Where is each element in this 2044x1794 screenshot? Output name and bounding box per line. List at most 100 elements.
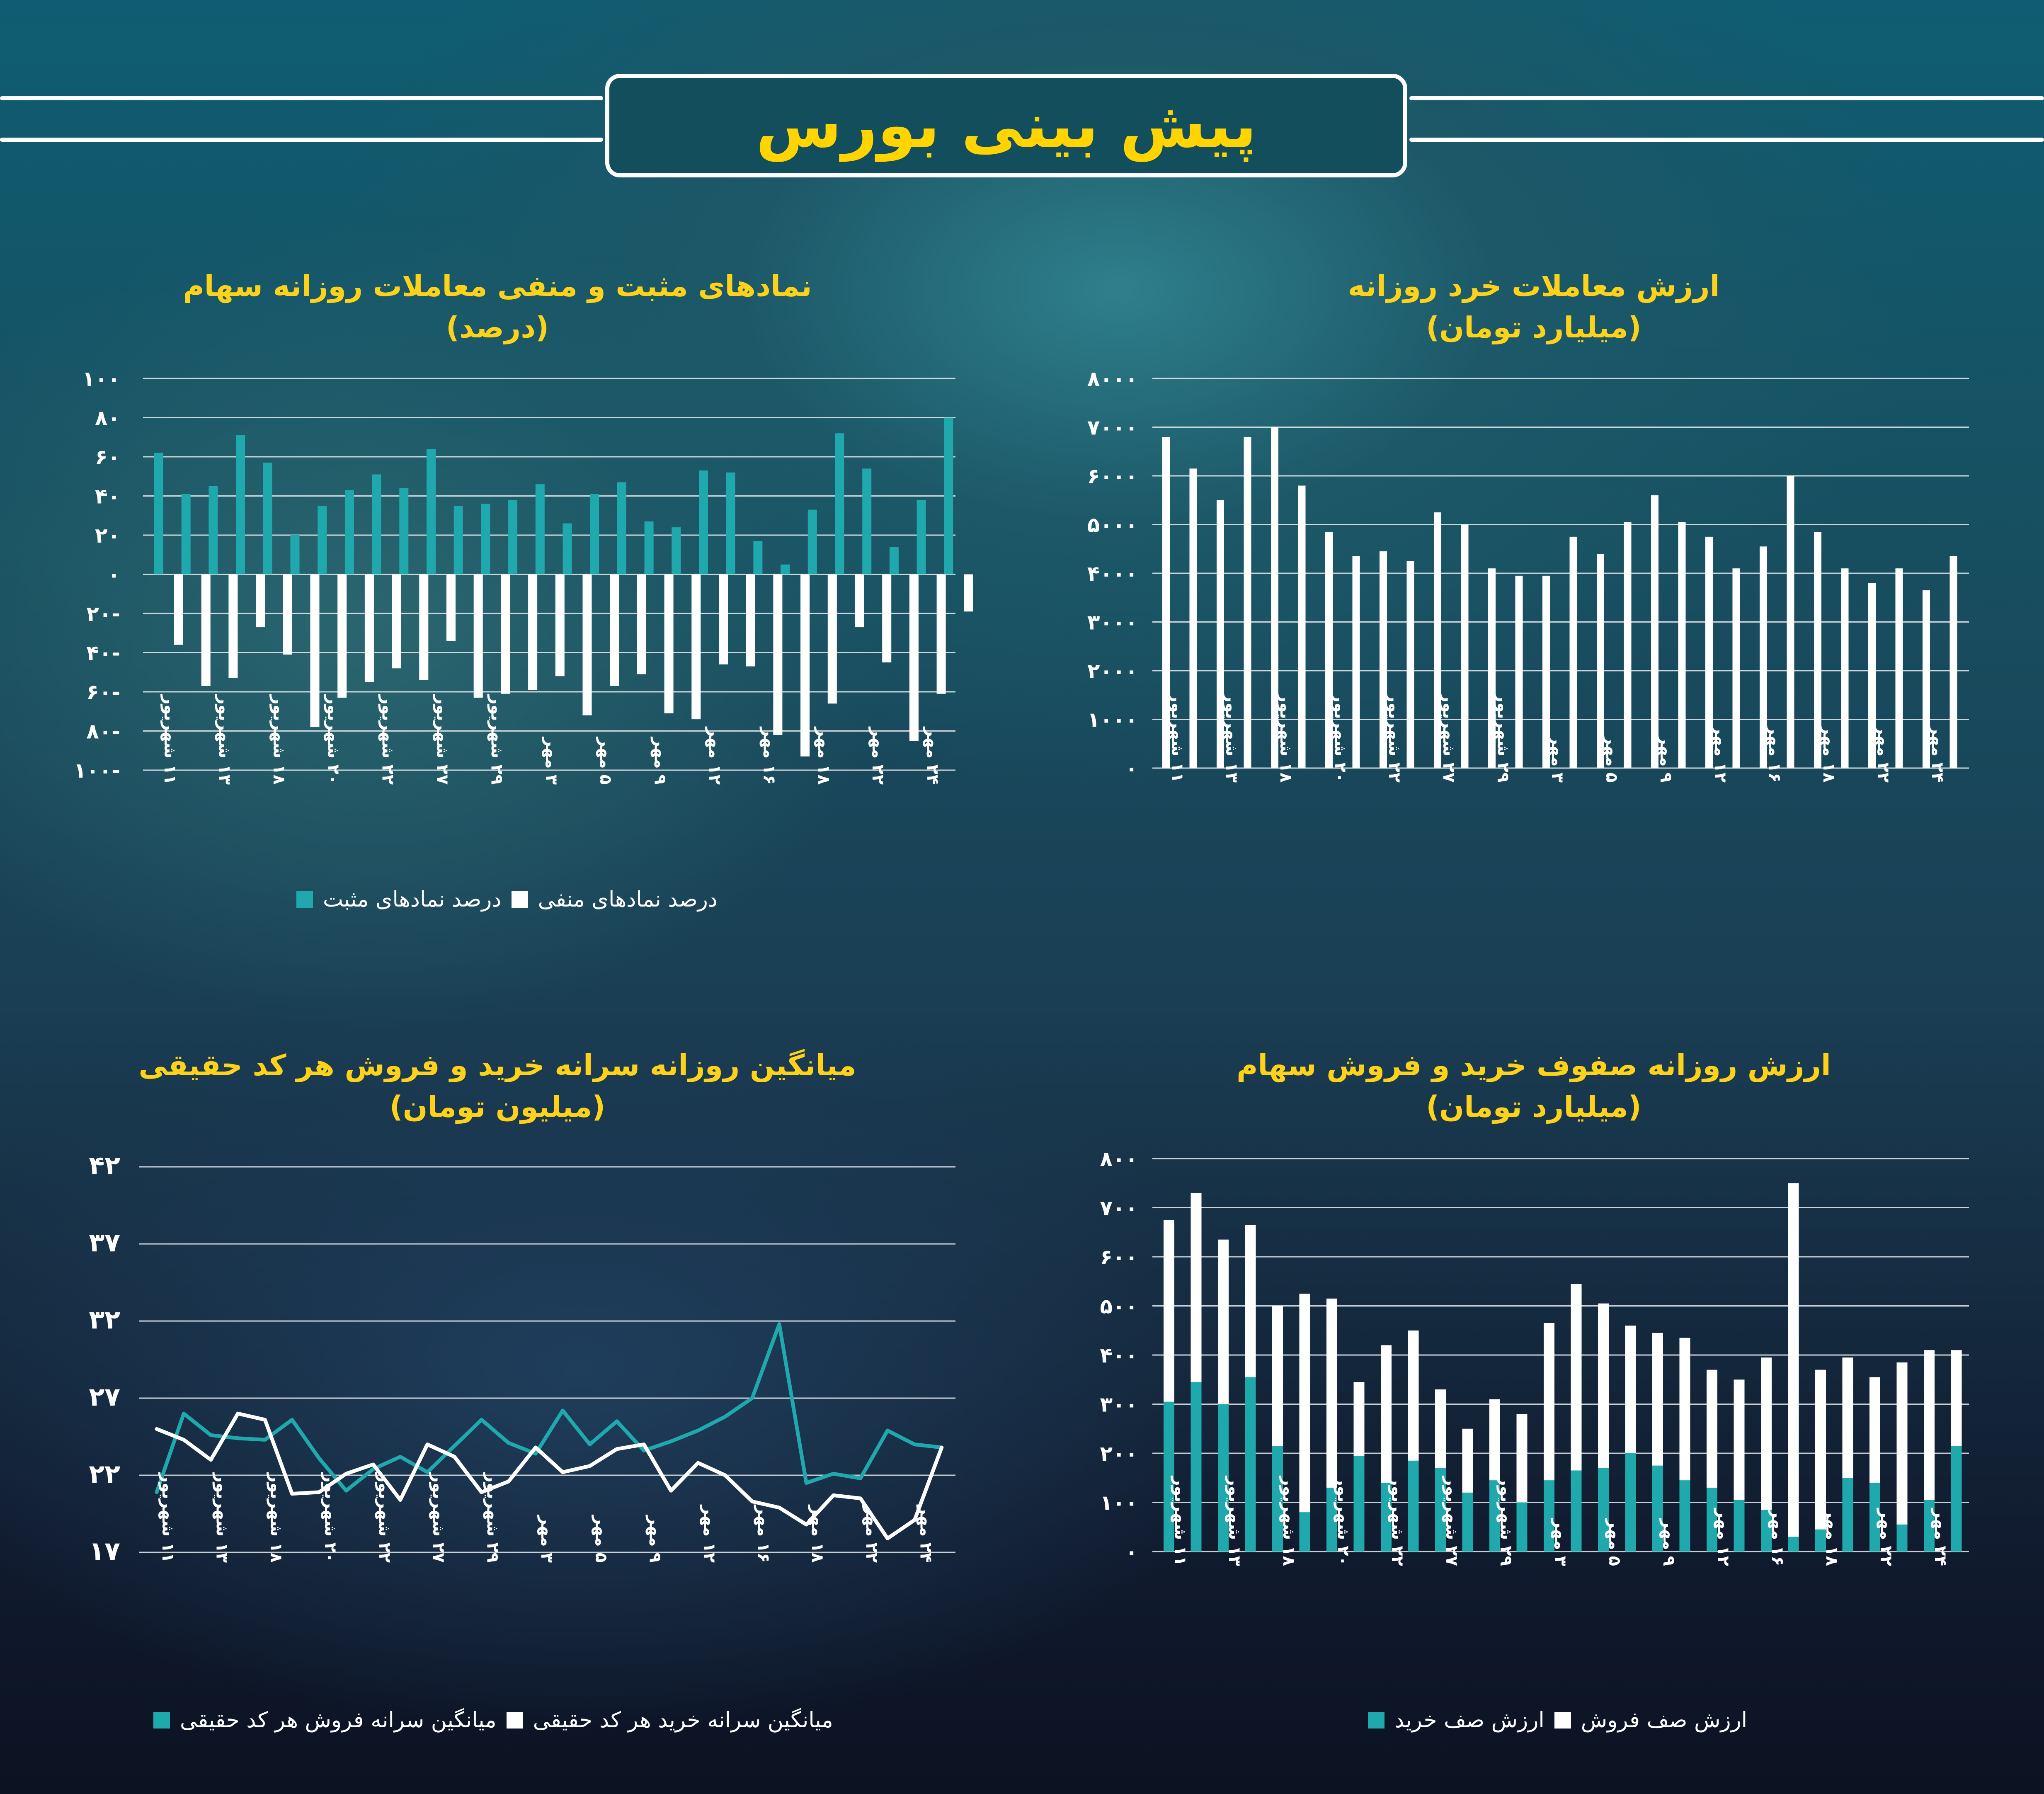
retail-x-tick-label: ۲۴ مهر	[1928, 724, 1947, 783]
percap-x-tick-label: ۲۲ مهر	[862, 1504, 881, 1563]
posneg-x-tick-label: ۲۲ شهریور	[378, 694, 398, 785]
retail-bar	[1597, 554, 1604, 768]
posneg-positive-bar	[181, 494, 191, 575]
posneg-positive-bar	[917, 499, 926, 575]
queue-buy-bar	[1299, 1512, 1310, 1552]
legend-positive-label: درصد نمادهای مثبت	[323, 887, 502, 912]
posneg-negative-bar	[337, 574, 347, 698]
retail-y-tick-label: ۱۰۰۰	[1087, 708, 1138, 732]
legend-sell-label: ارزش صف فروش	[1581, 1708, 1748, 1733]
retail-bar	[1895, 568, 1903, 768]
posneg-y-tick-label: ۴۰-	[86, 641, 120, 665]
retail-x-tick-label: ۲۰ شهریور	[1331, 692, 1350, 783]
queue-buy-bar	[1571, 1470, 1582, 1552]
percap-x-tick-label: ۱۲ مهر	[700, 1504, 719, 1563]
queue-buy-bar	[1462, 1492, 1473, 1552]
queue-buy-bar	[1734, 1500, 1745, 1552]
posneg-positive-bar	[399, 488, 409, 575]
percap-x-tick-label: ۲۴ مهر	[916, 1504, 935, 1563]
percap-buy-line	[155, 1411, 944, 1540]
queue-y-tick-label: ۵۰۰	[1100, 1295, 1138, 1319]
retail-y-tick-label: ۷۰۰۰	[1087, 416, 1138, 440]
queue-x-tick-label: ۱۸ مهر	[1822, 1508, 1841, 1566]
posneg-x-tick-label: ۱۶ مهر	[759, 726, 778, 785]
header-line-left-top	[0, 96, 603, 100]
percap-sell-line	[155, 1322, 944, 1494]
posneg-negative-bar	[201, 574, 211, 686]
posneg-positive-bar	[590, 494, 599, 575]
posneg-x-tick-label: ۱۸ شهریور	[269, 694, 289, 785]
posneg-negative-bar	[555, 574, 565, 676]
retail-x-tick-label: ۲۹ شهریور	[1494, 692, 1513, 783]
posneg-positive-bar	[263, 463, 272, 575]
legend-sell-pc-label: میانگین سرانه فروش هر کد حقیقی	[180, 1708, 497, 1733]
posneg-positive-bar	[644, 521, 654, 575]
queue-buy-bar	[1544, 1480, 1554, 1552]
percap-y-tick-label: ۳۷	[89, 1227, 120, 1258]
legend-buy-label: ارزش صف خرید	[1394, 1708, 1545, 1733]
posneg-x-tick-label: ۲۰ شهریور	[324, 694, 343, 785]
queue-buy-bar	[1896, 1524, 1908, 1552]
queue-buy-bar	[1869, 1483, 1880, 1552]
queue-x-tick-label: ۲۷ شهریور	[1442, 1475, 1461, 1566]
legend-buy-pc-label: میانگین سرانه خرید هر کد حقیقی	[533, 1708, 833, 1733]
retail-bar	[1787, 476, 1794, 768]
queue-y-tick-label: ۶۰۰	[1100, 1245, 1138, 1269]
queue-x-tick-label: ۱۲ مهر	[1714, 1508, 1733, 1566]
retail-bar	[1461, 524, 1469, 768]
posneg-negative-bar	[855, 574, 864, 628]
retail-bar	[1380, 551, 1387, 768]
title-box: پیش بینی بورس	[605, 74, 1407, 177]
retail-x-tick-label: ۲۲ شهریور	[1385, 692, 1404, 783]
queue-x-tick-label: ۹ مهر	[1659, 1518, 1678, 1566]
queue-x-tick-label: ۱۱ شهریور	[1171, 1475, 1190, 1566]
percap-x-tick-label: ۱۶ مهر	[754, 1504, 773, 1563]
chart-title-queue-value-main: ارزش روزانه صفوف خرید و فروش سهام	[1237, 1048, 1831, 1082]
chart-title-queue-value-unit: (میلیارد تومان)	[1426, 1090, 1642, 1124]
queue-x-tick-label: ۲۲ مهر	[1877, 1508, 1896, 1566]
legend-pos-neg: درصد نمادهای منفی درصد نمادهای مثبت	[296, 887, 718, 912]
posneg-y-tick-label: ۶۰	[95, 445, 120, 469]
retail-x-tick-label: ۱۳ شهریور	[1222, 692, 1241, 783]
posneg-positive-bar	[290, 535, 300, 575]
queue-buy-bar	[1598, 1468, 1609, 1552]
posneg-negative-bar	[446, 574, 456, 641]
retail-x-tick-label: ۱۶ مهر	[1765, 724, 1784, 783]
retail-x-tick-label: ۲۷ شهریور	[1439, 692, 1458, 783]
percap-x-tick-label: ۹ مهر	[645, 1515, 664, 1563]
queue-buy-bar	[1272, 1446, 1283, 1552]
posneg-y-tick-label: ۲۰-	[86, 602, 120, 626]
retail-bar	[1352, 556, 1360, 768]
posneg-negative-bar	[473, 574, 483, 698]
queue-buy-bar	[1435, 1468, 1446, 1552]
retail-bar	[1434, 512, 1441, 768]
queue-y-tick-label: ۱۰۰	[1100, 1491, 1138, 1515]
queue-x-tick-label: ۱۳ شهریور	[1225, 1475, 1244, 1566]
retail-y-tick-label: ۲۰۰۰	[1087, 659, 1138, 683]
legend-negative-label: درصد نمادهای منفی	[538, 887, 718, 912]
percap-x-tick-label: ۲۹ شهریور	[483, 1472, 502, 1563]
posneg-y-tick-label: ۱۰۰	[82, 367, 120, 391]
retail-y-tick-label: ۶۰۰۰	[1087, 464, 1138, 488]
queue-sell-bar	[1815, 1370, 1826, 1552]
posneg-x-tick-label: ۲۷ شهریور	[433, 694, 452, 785]
chart-title-pos-neg: نمادهای مثبت و منفی معاملات روزانه سهام …	[124, 265, 870, 348]
retail-y-tick-label: ۵۰۰۰	[1087, 513, 1138, 537]
retail-x-tick-label: ۱۸ شهریور	[1276, 692, 1295, 783]
posneg-positive-bar	[154, 453, 163, 575]
queue-buy-bar	[1679, 1480, 1690, 1552]
posneg-y-tick-label: ۸۰	[95, 406, 120, 430]
percap-x-tick-label: ۳ مهر	[537, 1515, 556, 1563]
queue-buy-bar	[1924, 1500, 1935, 1552]
posneg-y-tick-label: ۱۰۰-	[74, 759, 120, 783]
posneg-negative-bar	[773, 574, 783, 735]
posneg-x-tick-label: ۲۹ شهریور	[487, 694, 506, 785]
retail-x-tick-label: ۱۲ مهر	[1711, 724, 1730, 783]
queue-x-tick-label: ۱۸ شهریور	[1279, 1475, 1298, 1566]
legend-buy-swatch	[1368, 1712, 1384, 1729]
queue-x-tick-label: ۲۰ شهریور	[1334, 1475, 1353, 1566]
retail-bar	[1624, 522, 1632, 768]
percap-y-tick-label: ۲۲	[89, 1459, 120, 1489]
retail-bar	[1569, 536, 1577, 768]
